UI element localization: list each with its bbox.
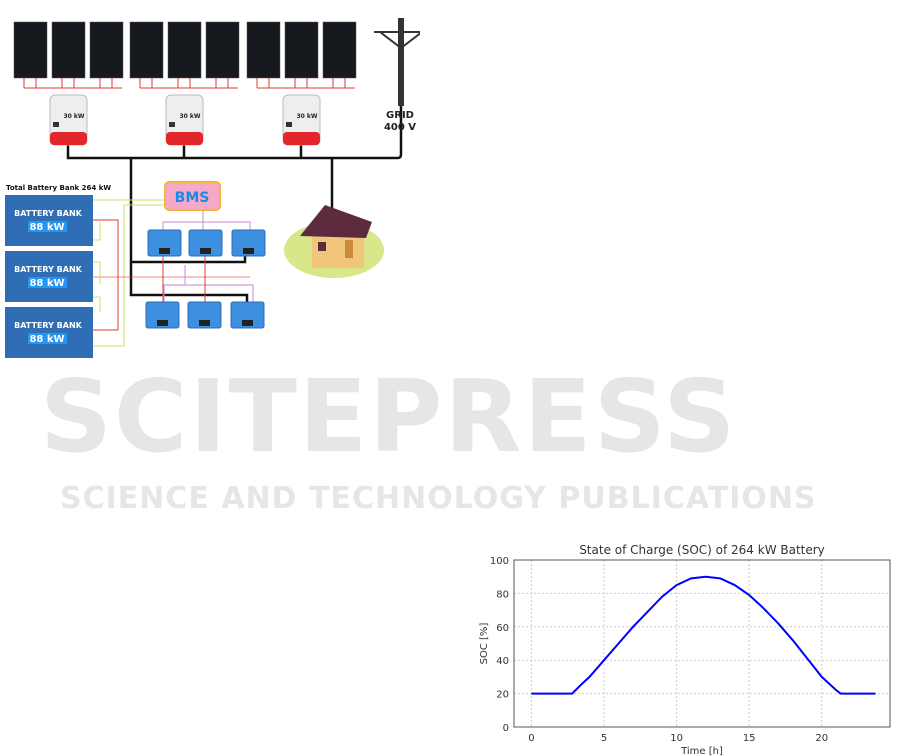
solar-panels — [13, 21, 357, 89]
controller-terminal — [159, 248, 170, 254]
capacity-highlight — [28, 277, 67, 288]
solar-panel-icon — [51, 21, 86, 79]
x-axis-label: Time [h] — [680, 746, 723, 756]
inverter-display — [286, 122, 292, 127]
battery-capacity: 88 kW — [29, 278, 64, 289]
x-tick-label: 5 — [601, 733, 607, 744]
solar-panel-icon — [13, 21, 48, 79]
battery-bank-label: BATTERY BANK — [14, 209, 83, 218]
panel-wire — [61, 78, 75, 88]
panel-wire — [215, 78, 229, 88]
y-axis-label: SOC [%] — [479, 623, 490, 665]
y-tick-label: 0 — [503, 723, 509, 734]
inverter-label: 30 kW — [296, 113, 317, 120]
inverter-display — [53, 122, 59, 127]
solar-panel-icon — [167, 21, 202, 79]
y-tick-label: 20 — [496, 690, 509, 701]
solar-panel-icon — [89, 21, 124, 79]
charge-controller-icon — [188, 229, 223, 257]
capacity-highlight — [28, 333, 67, 344]
panel-wire — [294, 78, 308, 88]
panel-wire — [99, 78, 113, 88]
x-tick-label: 0 — [528, 733, 534, 744]
bms-label: BMS — [175, 190, 210, 206]
y-tick-label: 40 — [496, 656, 509, 667]
charge-controller-icon — [187, 301, 222, 329]
signal-wiring — [93, 199, 254, 347]
solar-panel-icon — [129, 21, 164, 79]
total-battery-label: Total Battery Bank 264 kW — [6, 184, 111, 192]
battery-bank-label: BATTERY BANK — [14, 265, 83, 274]
battery-bank-label: BATTERY BANK — [14, 321, 83, 330]
y-tick-label: 60 — [496, 623, 509, 634]
charge-controller-icon — [147, 229, 182, 257]
house-icon — [284, 205, 384, 278]
plot-frame — [513, 559, 891, 728]
solar-panel-icon — [205, 21, 240, 79]
grid-pole-icon — [374, 18, 420, 106]
soc-chart: State of Charge (SOC) of 264 kW Battery 0… — [479, 543, 891, 756]
x-tick-label: 10 — [670, 733, 683, 744]
y-tick-label: 100 — [490, 556, 509, 567]
x-tick-label: 15 — [743, 733, 756, 744]
controller-terminal — [199, 320, 210, 326]
charge-controller-icon — [230, 301, 265, 329]
panel-wire — [23, 78, 37, 88]
panel-wire — [332, 78, 346, 88]
grid-voltage: 400 V — [384, 122, 416, 133]
soc-line — [531, 575, 876, 695]
grid-label: GRID — [386, 110, 414, 121]
controller-terminal — [200, 248, 211, 254]
battery-capacity: 88 kW — [29, 222, 64, 233]
charge-controller-icon — [231, 229, 266, 257]
inverter-base — [283, 132, 320, 145]
solar-panel-icon — [322, 21, 357, 79]
chart-title: State of Charge (SOC) of 264 kW Battery — [579, 543, 825, 557]
watermark-subtitle: SCIENCE AND TECHNOLOGY PUBLICATIONS — [60, 481, 817, 516]
controller-terminal — [243, 248, 254, 254]
x-tick-label: 20 — [815, 733, 828, 744]
watermark-logo: SCITEPRESS — [40, 358, 738, 475]
panel-wire — [177, 78, 191, 88]
inverters: 30 kW 30 kW 30 kW — [49, 94, 321, 146]
inverter-display — [169, 122, 175, 127]
inverter-label: 30 kW — [63, 113, 84, 120]
bms-box — [164, 181, 221, 211]
battery-capacity: 88 kW — [29, 334, 64, 345]
charge-controllers — [145, 229, 266, 329]
inverter-label: 30 kW — [179, 113, 200, 120]
inverter-base — [50, 132, 87, 145]
battery-bank-icon — [5, 307, 93, 358]
system-diagram: GRID 400 V 30 kW 30 kW 30 kW BMS Total Bat… — [5, 18, 420, 358]
y-tick-label: 80 — [496, 589, 509, 600]
battery-bank-icon — [5, 251, 93, 302]
inverter-base — [166, 132, 203, 145]
charge-controller-icon — [145, 301, 180, 329]
panel-wire — [256, 78, 270, 88]
solar-panel-icon — [284, 21, 319, 79]
solar-panel-icon — [246, 21, 281, 79]
battery-bank-icon — [5, 195, 93, 246]
controller-terminal — [157, 320, 168, 326]
controller-terminal — [242, 320, 253, 326]
panel-wire — [139, 78, 153, 88]
capacity-highlight — [28, 221, 67, 232]
battery-banks: BATTERY BANK 88 kW BATTERY BANK 88 kW BATTER… — [5, 195, 93, 358]
